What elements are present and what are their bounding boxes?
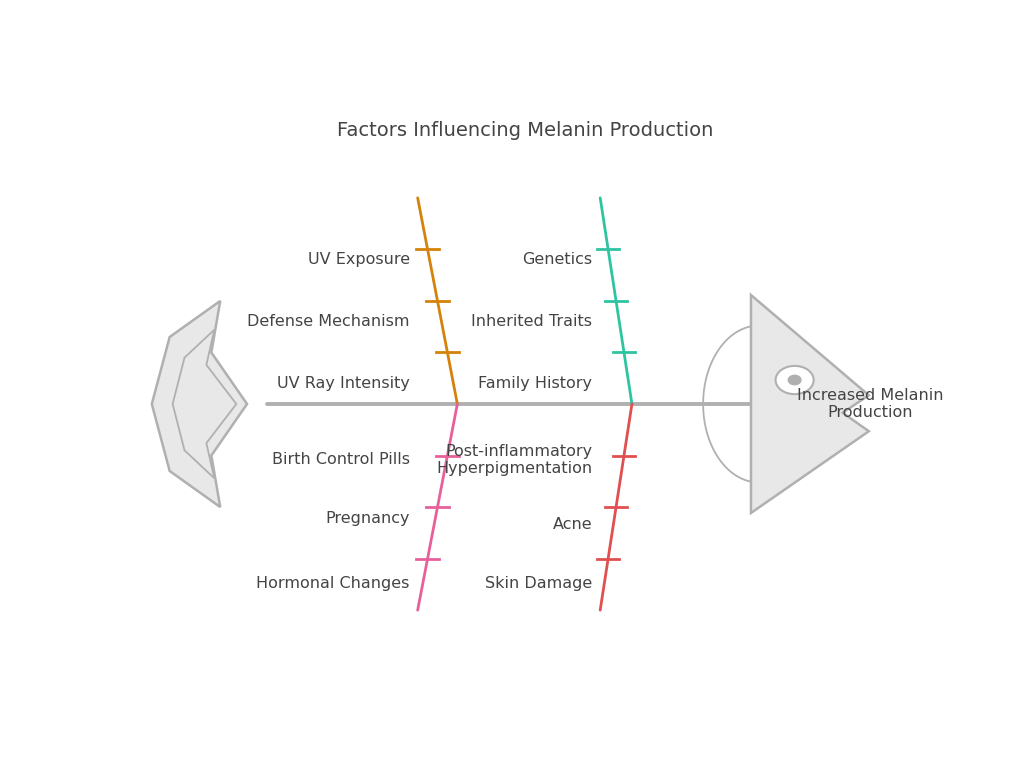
Text: UV Ray Intensity: UV Ray Intensity [276, 376, 410, 391]
Text: Defense Mechanism: Defense Mechanism [247, 314, 410, 329]
Text: Genetics: Genetics [522, 252, 592, 267]
Text: UV Exposure: UV Exposure [307, 252, 410, 267]
Text: Birth Control Pills: Birth Control Pills [271, 452, 410, 467]
Circle shape [775, 366, 814, 394]
Text: Inherited Traits: Inherited Traits [471, 314, 592, 329]
Text: Factors Influencing Melanin Production: Factors Influencing Melanin Production [337, 121, 713, 139]
Text: Increased Melanin
Production: Increased Melanin Production [797, 388, 943, 420]
Text: Hormonal Changes: Hormonal Changes [256, 576, 410, 591]
Text: Pregnancy: Pregnancy [326, 511, 410, 526]
Text: Post-inflammatory
Hyperpigmentation: Post-inflammatory Hyperpigmentation [436, 444, 592, 476]
Text: Skin Damage: Skin Damage [485, 576, 592, 591]
Text: Acne: Acne [553, 517, 592, 532]
Text: Family History: Family History [478, 376, 592, 391]
Circle shape [788, 376, 801, 385]
Polygon shape [152, 301, 247, 507]
Polygon shape [751, 295, 868, 513]
